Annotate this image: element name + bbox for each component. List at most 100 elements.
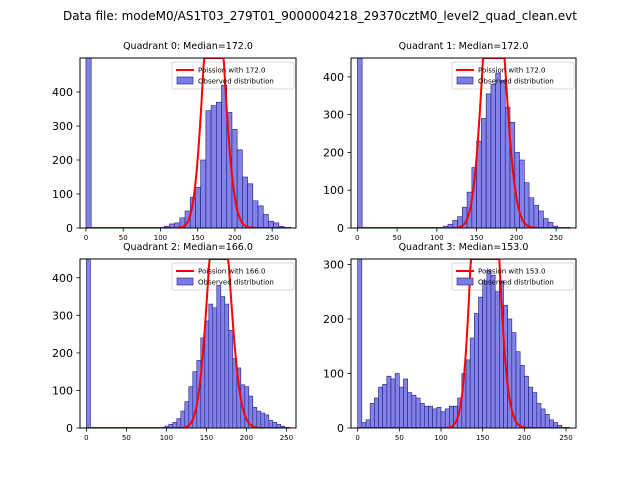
x-tick-label: 250 [280,434,293,442]
histogram-bar [365,419,371,428]
y-tick-label: 400 [52,272,73,285]
histogram-bar [195,186,201,228]
y-tick-label: 200 [52,154,73,167]
legend-bar-swatch [456,76,474,85]
x-tick-label: 100 [160,434,173,442]
histogram-bar [394,373,400,428]
histogram-bar [540,408,546,428]
histogram-bar [210,105,217,228]
histogram-bar [524,375,529,428]
histogram-bar [515,351,521,428]
legend-bar-swatch [176,76,194,85]
x-tick-label: 0 [84,434,88,442]
histogram-bar [374,397,379,428]
axes-frame [79,258,297,429]
histogram-bar [440,411,446,428]
panel-title: Quadrant 1: Median=172.0 [399,41,529,52]
y-tick-label: 200 [52,347,73,360]
histogram-bar [428,405,433,428]
legend-bar-label: Observed distribution [198,78,274,86]
histogram-bar [495,72,501,228]
histogram-bar [557,424,563,428]
histogram-bar [411,394,417,428]
histogram-bar [184,401,190,428]
histogram-bar [536,403,542,428]
histogram-bar [432,408,438,428]
y-tick-label: 100 [52,188,73,201]
x-tick-label: 150 [200,434,213,442]
panel-title: Quadrant 0: Median=172.0 [123,41,253,52]
histogram-bar [369,403,375,428]
histogram-bar [357,259,363,428]
poisson-curve [86,259,291,428]
y-tick-label: 100 [52,384,73,397]
x-tick-label: 0 [355,434,359,442]
panel-title: Quadrant 3: Median=153.0 [399,242,529,253]
histogram-bar [382,384,388,428]
histogram-bar [242,176,248,228]
histogram-bar [378,386,383,428]
histogram-bar [444,408,450,428]
histogram-bar [205,110,212,228]
histogram-bar [264,414,270,428]
histogram-bar [216,101,222,228]
y-tick-label: 0 [66,222,73,235]
histogram-bar [180,410,186,428]
x-tick-label: 150 [476,434,489,442]
histogram-bar [436,406,442,428]
histogram-bar [544,414,550,428]
histogram-bar [538,210,544,228]
histogram-bar [533,205,539,228]
y-tick-label: 300 [323,109,344,122]
histogram-bar [204,320,210,428]
histogram-bar [386,375,392,428]
histogram-bar [524,182,530,228]
legend-line-label: Poission with 172.0 [198,67,266,75]
histogram-bar [485,93,492,228]
histogram-bar [543,218,549,228]
x-tick-label: 200 [510,234,523,242]
histogram-bar [490,275,496,428]
histogram-bar [176,418,182,428]
histogram-bar [216,284,222,428]
histogram-bar [500,80,506,228]
x-tick-label: 200 [228,234,241,242]
legend-line-label: Poission with 153.0 [478,268,546,276]
y-tick-label: 400 [52,86,73,99]
histogram-bar [212,307,218,428]
x-tick-label: 50 [393,234,402,242]
panel-title: Quadrant 2: Median=166.0 [123,242,253,253]
y-tick-label: 0 [337,422,344,435]
legend-bar-label: Observed distribution [478,279,554,287]
legend-line-label: Poission with 166.0 [198,268,266,276]
x-tick-label: 100 [430,234,443,242]
x-tick-label: 200 [240,434,253,442]
histogram-bar [403,378,408,428]
histogram-bar [252,407,258,428]
histogram-bar [228,330,234,428]
x-tick-label: 100 [154,234,167,242]
x-tick-label: 100 [434,434,447,442]
histogram-bar [262,214,269,228]
histogram-bar [519,365,525,428]
y-tick-label: 100 [323,367,344,380]
histogram-bar [390,378,396,428]
histogram-bar [478,296,483,428]
histogram-bar [208,303,214,428]
legend-line-label: Poission with 172.0 [478,67,546,75]
x-tick-label: 50 [122,434,131,442]
y-tick-label: 200 [323,313,344,326]
histogram-bar [528,386,533,428]
x-tick-label: 0 [355,234,359,242]
legend-box [171,262,295,291]
axes-frame [350,57,577,229]
x-tick-label: 150 [191,234,204,242]
quadrant-2-panel: Quadrant 2: Median=166.0 0 50 100 150 200 250… [52,242,297,442]
x-tick-label: 50 [395,434,404,442]
y-tick-label: 200 [323,146,344,159]
legend-bar-swatch [456,277,474,286]
histogram-bar [268,420,274,428]
histogram-bar [494,291,500,428]
y-tick-label: 300 [52,120,73,133]
histogram-bar [490,84,496,228]
